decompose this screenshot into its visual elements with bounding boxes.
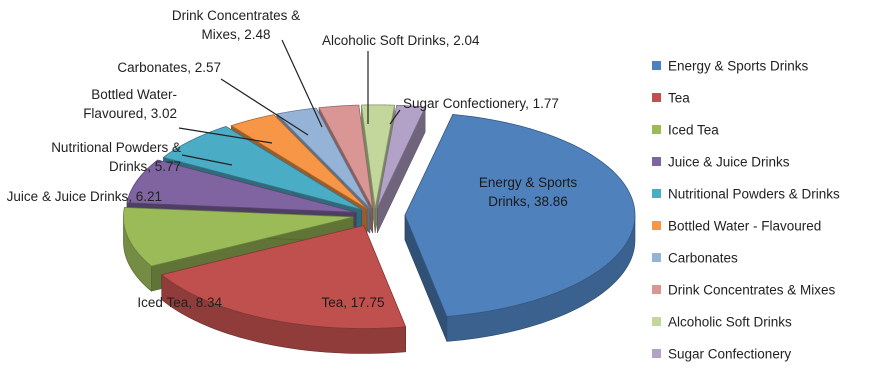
slice-tea [160, 225, 407, 354]
data-label-alcoholic-soft-drinks: Alcoholic Soft Drinks, 2.04 [322, 33, 480, 48]
legend-swatch [652, 285, 661, 294]
legend-label: Sugar Confectionery [668, 347, 791, 362]
legend-item-iced-tea: Iced Tea [652, 123, 719, 138]
legend-swatch [652, 221, 661, 230]
legend-swatch [652, 253, 661, 262]
slice-energy-and-sports-drinks [404, 114, 636, 342]
legend-item-tea: Tea [652, 91, 690, 106]
legend-swatch [652, 349, 661, 358]
legend-swatch [652, 157, 661, 166]
slice-sugar-confectionery [376, 104, 426, 234]
leader-lines [178, 39, 401, 166]
legend-item-sugar-confectionery: Sugar Confectionery [652, 347, 791, 362]
legend-item-carbonates: Carbonates [652, 251, 738, 266]
leader-line-carbonates [220, 78, 309, 136]
legend-label: Alcoholic Soft Drinks [668, 315, 792, 330]
leader-line-sugar-confectionery [389, 109, 401, 125]
legend-swatch [652, 317, 661, 326]
legend-label: Energy & Sports Drinks [668, 59, 809, 74]
data-label-juice-and-juice-drinks: Juice & Juice Drinks, 6.21 [7, 189, 162, 204]
data-label-sugar-confectionery: Sugar Confectionery, 1.77 [403, 96, 559, 111]
legend-label: Nutritional Powders & Drinks [668, 187, 840, 202]
data-labels: Energy & Sports Drinks, 38.86 Tea, 17.75 Ic… [7, 8, 578, 310]
legend: Energy & Sports Drinks Tea Iced Tea Juice &… [652, 59, 840, 362]
legend-label: Juice & Juice Drinks [668, 155, 790, 170]
legend-swatch [652, 125, 661, 134]
leader-line-bottled-water-flavoured [178, 127, 273, 144]
legend-label: Bottled Water - Flavoured [668, 219, 821, 234]
legend-label: Tea [668, 91, 690, 106]
leader-line-nutritional-powders-and-drinks [181, 154, 233, 166]
legend-item-bottled-water-flavoured: Bottled Water - Flavoured [652, 219, 821, 234]
legend-item-energy-and-sports-drinks: Energy & Sports Drinks [652, 59, 809, 74]
legend-swatch [652, 93, 661, 102]
legend-label: Iced Tea [668, 123, 719, 138]
data-label-drink-concentrates-and-mixes: Drink Concentrates & Mixes, 2.48 [172, 8, 300, 42]
data-label-iced-tea: Iced Tea, 8.34 [137, 295, 222, 310]
legend-item-juice-and-juice-drinks: Juice & Juice Drinks [652, 155, 790, 170]
pie-slices [123, 104, 636, 354]
legend-label: Carbonates [668, 251, 738, 266]
legend-item-alcoholic-soft-drinks: Alcoholic Soft Drinks [652, 315, 792, 330]
legend-swatch [652, 189, 661, 198]
data-label-nutritional-powders-and-drinks: Nutritional Powders & Drinks, 5.77 [51, 140, 181, 174]
legend-label: Drink Concentrates & Mixes [668, 283, 836, 298]
leader-line-drink-concentrates-and-mixes [281, 39, 323, 128]
data-label-bottled-water-flavoured: Bottled Water-Flavoured, 3.02 [83, 87, 177, 121]
legend-swatch [652, 61, 661, 70]
data-label-energy-and-sports-drinks: Energy & Sports Drinks, 38.86 [479, 175, 578, 209]
data-label-carbonates: Carbonates, 2.57 [117, 60, 221, 75]
legend-item-nutritional-powders-and-drinks: Nutritional Powders & Drinks [652, 187, 840, 202]
legend-item-drink-concentrates-and-mixes: Drink Concentrates & Mixes [652, 283, 836, 298]
data-label-tea: Tea, 17.75 [321, 295, 384, 310]
